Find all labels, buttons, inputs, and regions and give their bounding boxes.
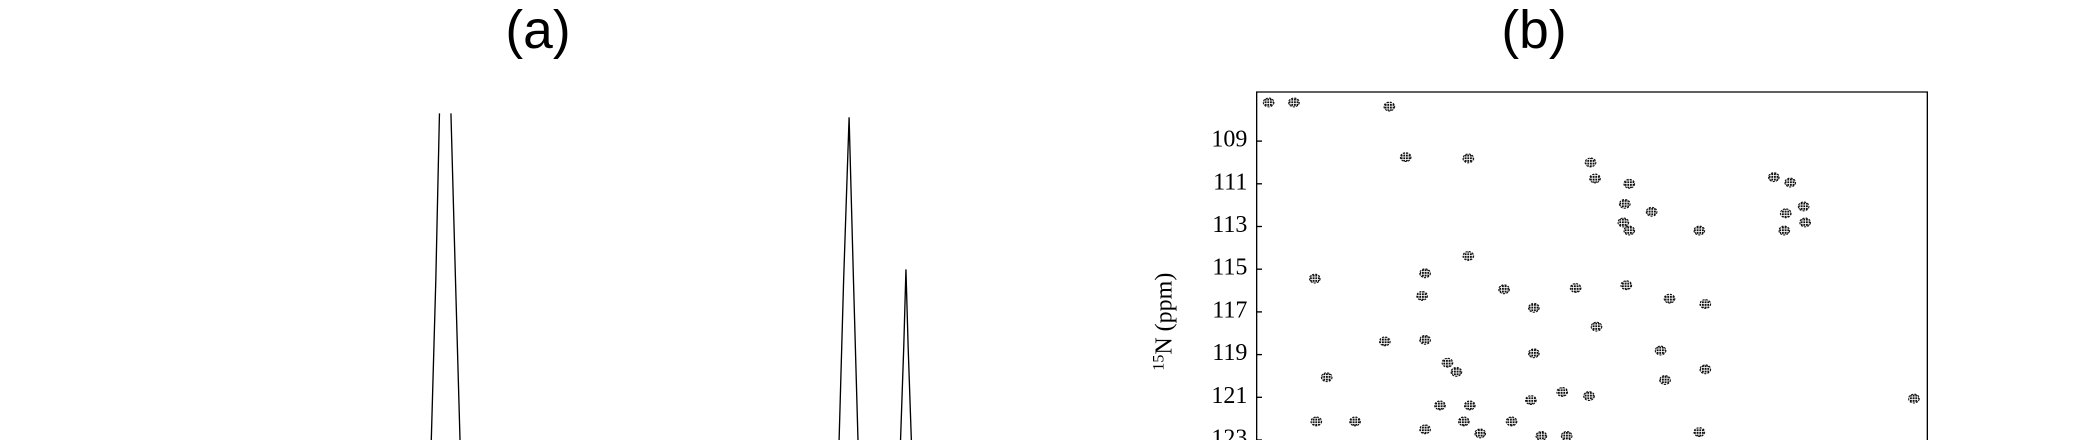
cross-peak bbox=[1310, 416, 1323, 427]
cross-peak bbox=[1441, 357, 1454, 368]
cross-peak bbox=[1699, 299, 1712, 309]
y-tick-label: 119 bbox=[1212, 340, 1247, 366]
cross-peak bbox=[1383, 101, 1396, 112]
cross-peak bbox=[1645, 206, 1658, 217]
cross-peak bbox=[1419, 334, 1431, 345]
cross-peak bbox=[1799, 217, 1811, 228]
cross-peak bbox=[1434, 400, 1446, 411]
superscript: 15 bbox=[1150, 355, 1167, 371]
cross-peak bbox=[1778, 225, 1791, 236]
label-text: N (ppm) bbox=[1151, 273, 1177, 355]
y-tick-label: 113 bbox=[1212, 212, 1247, 238]
cross-peak bbox=[1262, 97, 1275, 108]
cross-peak bbox=[1617, 217, 1630, 228]
cross-peak bbox=[1797, 201, 1810, 212]
y-tick-label: 115 bbox=[1212, 255, 1247, 281]
cross-peak bbox=[1693, 427, 1706, 438]
cross-peak bbox=[1419, 268, 1431, 279]
cross-peak bbox=[1416, 290, 1428, 301]
cross-peak bbox=[1462, 153, 1475, 164]
cross-peak bbox=[1569, 283, 1582, 293]
cross-peak bbox=[1779, 208, 1792, 219]
cross-peak bbox=[1378, 336, 1391, 347]
cross-peak bbox=[1560, 431, 1573, 440]
cross-peak bbox=[1584, 157, 1597, 168]
y-tick-label: 123 bbox=[1211, 426, 1247, 440]
cross-peak bbox=[1654, 345, 1667, 356]
cross-peak bbox=[1457, 416, 1470, 427]
cross-peak bbox=[1349, 416, 1361, 427]
cross-peak bbox=[1589, 173, 1601, 184]
y-tick-label: 111 bbox=[1213, 169, 1247, 195]
y-tick-label: 117 bbox=[1212, 297, 1247, 323]
cross-peak bbox=[1308, 273, 1321, 284]
panel-title: (a) bbox=[505, 1, 570, 60]
cross-peak bbox=[1623, 178, 1636, 189]
y-tick-label: 109 bbox=[1211, 127, 1247, 153]
y-tick-label: 121 bbox=[1211, 383, 1247, 409]
cross-peak bbox=[1528, 348, 1540, 359]
cross-peak bbox=[1474, 428, 1487, 439]
cross-peak bbox=[1462, 251, 1475, 261]
cross-peak bbox=[1399, 152, 1412, 163]
cross-peak bbox=[1620, 280, 1633, 291]
hsqc-area bbox=[1256, 91, 1928, 440]
cross-peak bbox=[1693, 225, 1706, 236]
cross-peak bbox=[1767, 172, 1780, 183]
cross-peak bbox=[1623, 225, 1636, 236]
spectrum-area bbox=[430, 113, 913, 440]
cross-peak bbox=[1450, 366, 1463, 377]
panel-title: (b) bbox=[1501, 1, 1566, 60]
y-axis-label: 15N (ppm) bbox=[1150, 273, 1177, 371]
cross-peak bbox=[1583, 391, 1595, 401]
cross-peak bbox=[1463, 400, 1476, 411]
cross-peak bbox=[1535, 431, 1548, 440]
plot-frame bbox=[1256, 91, 1928, 440]
cross-peak bbox=[1663, 293, 1676, 304]
cross-peak bbox=[1618, 198, 1631, 209]
cross-peak bbox=[1659, 375, 1671, 385]
cross-peak bbox=[1498, 284, 1510, 295]
cross-peak bbox=[1419, 424, 1431, 435]
cross-peak bbox=[1699, 364, 1712, 375]
cross-peak bbox=[1590, 321, 1603, 332]
cross-peak bbox=[1320, 372, 1333, 383]
cross-peak bbox=[1908, 393, 1920, 404]
cross-peak bbox=[1784, 177, 1797, 188]
cross-peak bbox=[1556, 387, 1569, 397]
cross-peak bbox=[1288, 97, 1300, 108]
spectrum-line bbox=[430, 113, 913, 440]
cross-peak bbox=[1528, 302, 1540, 313]
cross-peak bbox=[1505, 416, 1518, 427]
cross-peak bbox=[1525, 395, 1537, 406]
